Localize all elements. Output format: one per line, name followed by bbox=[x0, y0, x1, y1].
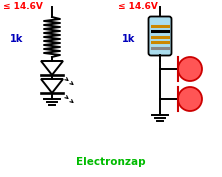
FancyBboxPatch shape bbox=[149, 16, 172, 56]
Text: Electronzap: Electronzap bbox=[76, 157, 146, 167]
Circle shape bbox=[178, 87, 202, 111]
Text: ≤ 14.6V: ≤ 14.6V bbox=[3, 2, 43, 11]
Text: 1k: 1k bbox=[122, 34, 135, 44]
Circle shape bbox=[178, 57, 202, 81]
Text: 1k: 1k bbox=[10, 34, 23, 44]
Text: ≤ 14.6V: ≤ 14.6V bbox=[118, 2, 158, 11]
